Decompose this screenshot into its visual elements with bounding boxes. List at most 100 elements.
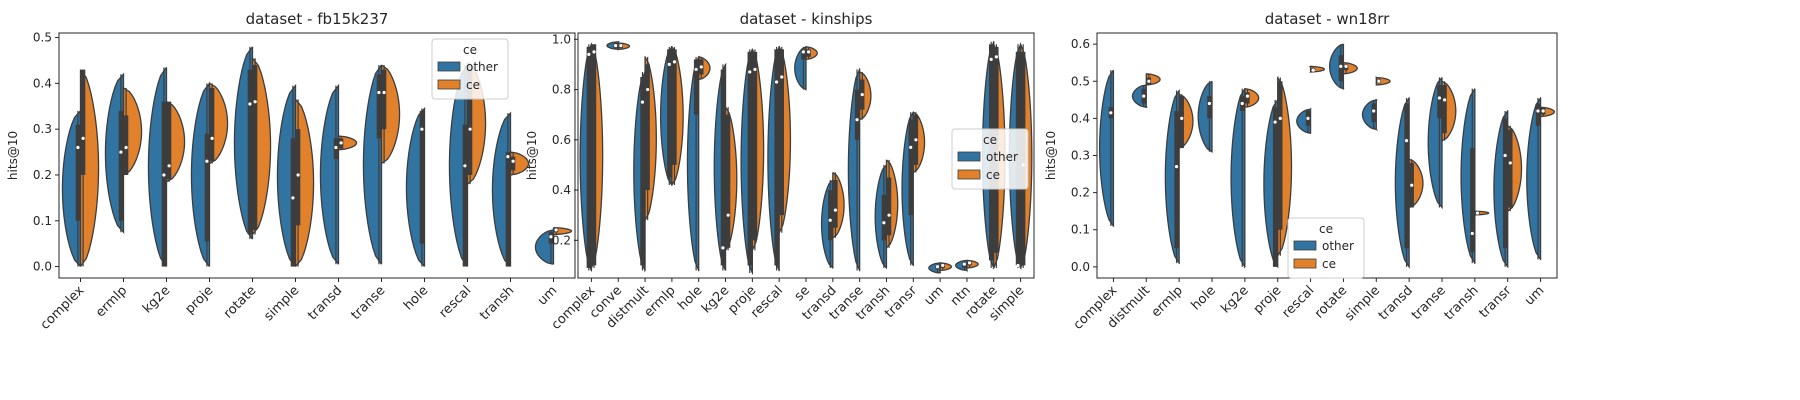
y-tick-label: 0.4 xyxy=(552,183,571,197)
median-dot-other xyxy=(549,235,553,239)
y-axis-label: hits@10 xyxy=(525,131,539,180)
median-dot-ce xyxy=(780,75,784,79)
median-dot-other xyxy=(1536,109,1540,113)
x-tick-label: simple xyxy=(1342,283,1383,324)
violin-group-proje xyxy=(740,48,765,275)
x-tick-label: rotate xyxy=(221,283,259,321)
x-tick-label: hole xyxy=(1189,283,1219,313)
chart-title: dataset - fb15k237 xyxy=(246,10,389,28)
iqr-box-ce xyxy=(1278,81,1283,230)
chart-title: dataset - wn18rr xyxy=(1265,10,1390,28)
iqr-box-ce xyxy=(1179,96,1184,149)
median-dot-ce xyxy=(81,136,85,140)
median-dot-other xyxy=(989,57,993,61)
median-dot-ce xyxy=(1410,183,1414,187)
plot-frame xyxy=(58,32,576,279)
y-tick-label: 0.2 xyxy=(1071,186,1090,200)
x-tick-label: transd xyxy=(1376,283,1416,323)
median-dot-ce xyxy=(753,67,757,72)
y-tick-label: 0.1 xyxy=(33,214,52,228)
median-dot-ce xyxy=(833,208,838,212)
violin-group-ermlp xyxy=(104,72,143,234)
y-axis-label: hits@10 xyxy=(6,131,20,180)
iqr-box-other xyxy=(290,138,296,267)
violin-group-proje xyxy=(1263,77,1293,268)
violin-group-simple xyxy=(1361,76,1391,131)
median-dot-other xyxy=(1339,64,1343,69)
x-tick-label: transd xyxy=(305,283,345,323)
median-dot-ce xyxy=(1278,116,1282,120)
median-dot-other xyxy=(909,145,913,149)
violin-group-kg2e xyxy=(147,66,186,267)
median-dot-other xyxy=(291,196,295,200)
iqr-box-ce xyxy=(123,115,129,175)
y-tick-label: 0.3 xyxy=(1071,149,1090,163)
iqr-box-ce xyxy=(833,180,838,228)
median-dot-other xyxy=(694,67,698,72)
violin-group-se xyxy=(794,45,818,91)
iqr-box-ce xyxy=(1245,92,1250,104)
x-tick-label: hole xyxy=(401,283,431,313)
median-dot-ce xyxy=(1147,79,1151,83)
violin-group-um xyxy=(534,226,573,265)
median-dot-other xyxy=(721,246,725,250)
y-tick-label: 0.4 xyxy=(1071,111,1090,125)
median-dot-ce xyxy=(511,159,515,163)
iqr-box-ce xyxy=(80,69,86,175)
iqr-box-other xyxy=(1404,103,1409,249)
legend-swatch-ce xyxy=(1293,258,1317,269)
median-dot-other xyxy=(334,145,338,150)
median-dot-other xyxy=(1437,96,1441,100)
iqr-box-other xyxy=(1502,118,1508,249)
iqr-box-other xyxy=(376,74,382,139)
median-dot-other xyxy=(1404,139,1409,143)
iqr-box-other xyxy=(118,110,124,221)
violin-group-transh xyxy=(874,159,899,269)
violin-group-kg2e xyxy=(1230,86,1260,268)
iqr-box-ce xyxy=(1442,84,1447,134)
violin-group-ermlp xyxy=(1164,90,1194,264)
x-tick-label: rescal xyxy=(436,283,474,321)
median-dot-other xyxy=(420,127,424,131)
iqr-box-ce xyxy=(381,69,387,130)
y-tick-label: 0.3 xyxy=(33,122,52,136)
violin-group-ntn xyxy=(955,259,979,272)
median-dot-other xyxy=(962,262,966,266)
iqr-box-other xyxy=(204,133,210,242)
chart-panel-2: dataset - wn18rr hits@10 0.0 0.1 0.2 0.3 0.4 0.… xyxy=(1044,10,1558,333)
iqr-box-other xyxy=(505,152,511,267)
iqr-box-ce xyxy=(725,114,731,248)
iqr-box-other xyxy=(586,46,592,268)
x-tick-label: transh xyxy=(1442,283,1482,323)
y-tick-label: 0.4 xyxy=(33,76,52,90)
iqr-box-other xyxy=(75,124,81,221)
violin-group-kg2e xyxy=(713,63,738,271)
median-dot-other xyxy=(506,155,510,159)
violin-group-distmult xyxy=(1131,73,1161,108)
plot-frame xyxy=(577,32,1035,279)
iqr-box-other xyxy=(1338,55,1344,82)
violin-other xyxy=(1526,95,1542,262)
iqr-box-other xyxy=(667,49,672,178)
median-dot-ce xyxy=(1180,116,1184,120)
iqr-box-ce xyxy=(295,129,301,226)
iqr-box-ce xyxy=(672,49,677,165)
median-dot-other xyxy=(855,118,859,122)
median-dot-other xyxy=(76,145,80,150)
x-tick-label: kg2e xyxy=(699,283,732,316)
median-dot-other xyxy=(640,100,645,104)
iqr-box-ce xyxy=(752,51,758,241)
median-dot-other xyxy=(801,50,806,54)
violin-group-rescal xyxy=(767,46,792,272)
median-dot-other xyxy=(248,102,252,106)
median-dot-ce xyxy=(554,228,558,232)
violin-group-complex xyxy=(579,42,604,273)
violin-group-proje xyxy=(190,81,229,267)
median-dot-other xyxy=(882,221,886,225)
violin-group-transe xyxy=(362,64,401,265)
violin-group-rotate xyxy=(1328,43,1358,90)
legend-entry-ce: ce xyxy=(986,168,1000,182)
median-dot-ce xyxy=(887,213,891,217)
median-dot-ce xyxy=(167,164,171,168)
violin-group-transe xyxy=(1427,77,1457,210)
